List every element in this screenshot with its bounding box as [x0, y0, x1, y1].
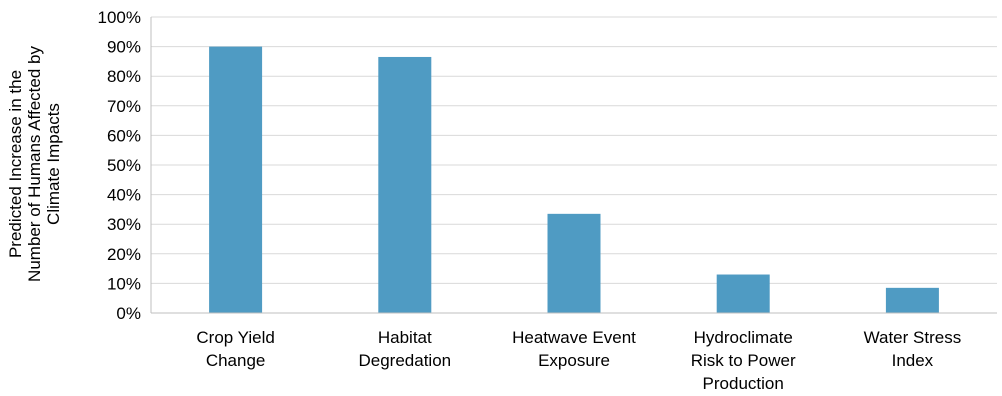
x-category-label: Water Stress Index: [864, 328, 962, 370]
y-tick-label: 40%: [107, 186, 141, 205]
bar: [547, 213, 601, 313]
x-category-label: Habitat Degredation: [358, 328, 451, 370]
y-axis-title: Predicted Increase in theNumber of Human…: [6, 46, 63, 282]
x-category-label: Crop Yield Change: [196, 328, 274, 370]
bar: [716, 274, 770, 313]
y-tick-label: 0%: [116, 304, 141, 323]
y-tick-label: 50%: [107, 156, 141, 175]
y-tick-label: 60%: [107, 126, 141, 145]
bar: [209, 46, 263, 313]
y-tick-label: 10%: [107, 274, 141, 293]
gridlines: [151, 16, 997, 284]
x-category-label: Heatwave Event Exposure: [512, 328, 636, 370]
axes: [150, 17, 997, 314]
bar: [378, 56, 432, 314]
y-tick-label: 30%: [107, 215, 141, 234]
bars: [209, 46, 939, 314]
y-tick-label: 90%: [107, 38, 141, 57]
y-tick-label: 80%: [107, 67, 141, 86]
bar: [885, 287, 939, 313]
y-tick-labels: 0% 10% 20% 30% 40% 50% 60% 70% 80% 90% 100%: [98, 8, 141, 323]
y-tick-label: 100%: [98, 8, 141, 27]
x-category-labels: Crop Yield Change Habitat Degredation Heatwa…: [196, 328, 961, 393]
y-tick-label: 70%: [107, 97, 141, 116]
y-tick-label: 20%: [107, 245, 141, 264]
x-category-label: Hydroclimate Risk to Power Production: [691, 328, 796, 393]
